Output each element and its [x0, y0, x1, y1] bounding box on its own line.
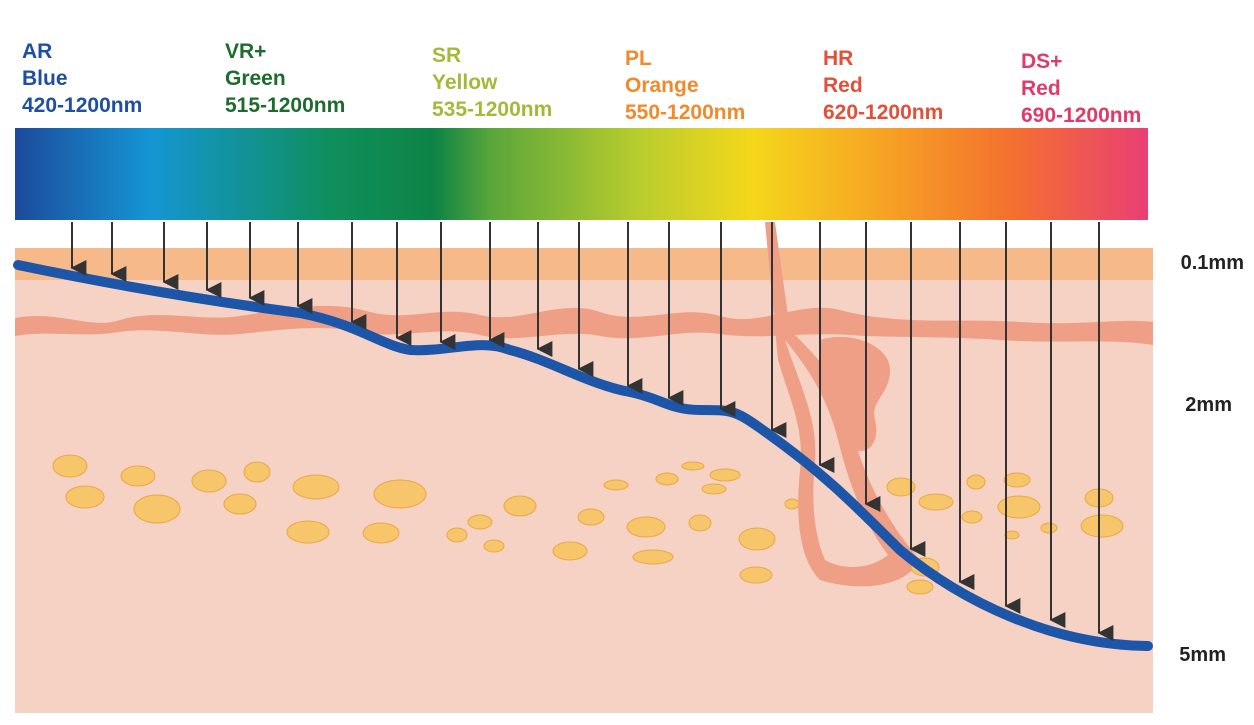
fat-cell [577, 508, 605, 526]
fat-cell [1040, 522, 1058, 534]
filter-color-name: Green [225, 67, 286, 90]
fat-cell [906, 579, 934, 595]
sebaceous-gland [818, 336, 890, 451]
filter-range: 620-1200nm [823, 101, 944, 124]
fat-cell [655, 472, 679, 486]
fat-cell [701, 483, 727, 495]
fat-cell [739, 566, 773, 584]
filter-color-name: Blue [22, 67, 68, 90]
fat-cell [133, 494, 181, 524]
filter-label-pl: PL Orange 550-1200nm [625, 45, 745, 126]
filter-range: 690-1200nm [1021, 104, 1142, 127]
fat-cell [709, 468, 741, 482]
fat-cell [52, 454, 88, 478]
fat-cell [997, 495, 1041, 519]
fat-cell [467, 514, 493, 530]
filter-label-ds-plus: DS+ Red 690-1200nm [1021, 48, 1141, 129]
fat-cell [552, 541, 588, 561]
fat-cell [446, 527, 468, 543]
filter-range: 550-1200nm [625, 101, 746, 124]
fat-cell [626, 516, 666, 538]
filter-code: DS+ [1021, 50, 1063, 73]
fat-cell [1004, 530, 1020, 540]
filter-label-vr-plus: VR+ Green 515-1200nm [225, 38, 345, 119]
filter-code: PL [625, 47, 652, 70]
spectrum-bar [15, 128, 1148, 220]
fat-cell [65, 485, 105, 509]
fat-cell [120, 465, 156, 487]
fat-cell [503, 495, 537, 517]
filter-range: 535-1200nm [432, 98, 553, 121]
fat-cell [223, 493, 257, 515]
filter-color-name: Orange [625, 74, 699, 97]
fat-cell [738, 527, 776, 551]
epidermis-layer [15, 248, 1153, 280]
fat-cell [362, 522, 400, 544]
filter-label-ar: AR Blue 420-1200nm [22, 38, 142, 119]
filter-label-hr: HR Red 620-1200nm [823, 45, 943, 126]
depth-label-2mm: 2mm [1185, 394, 1232, 416]
fat-cell [483, 539, 505, 553]
fat-cell [918, 493, 954, 511]
depth-label-5mm: 5mm [1179, 644, 1226, 666]
filter-range: 420-1200nm [22, 94, 143, 117]
fat-cell [1080, 514, 1124, 538]
fat-cell [784, 498, 800, 510]
depth-label-0-1mm: 0.1mm [1180, 252, 1244, 274]
fat-cell [373, 479, 427, 509]
fat-cell [632, 549, 674, 565]
filter-code: HR [823, 47, 854, 70]
filter-code: SR [432, 44, 462, 67]
fat-cell [681, 461, 705, 471]
penetration-arrows [70, 222, 1114, 641]
fat-cell [286, 520, 330, 544]
fat-cell [603, 479, 629, 491]
filter-color-name: Yellow [432, 71, 498, 94]
filter-code: AR [22, 40, 53, 63]
fat-cell [961, 510, 983, 524]
fat-cell [292, 474, 340, 500]
fat-cell [966, 474, 986, 490]
fat-cell [191, 469, 227, 493]
filter-code: VR+ [225, 40, 267, 63]
filter-range: 515-1200nm [225, 94, 346, 117]
hair-follicle-inner [785, 340, 888, 567]
fat-cell [1003, 472, 1031, 488]
fat-cell [688, 514, 712, 532]
filter-color-name: Red [1021, 77, 1061, 100]
filter-color-name: Red [823, 74, 863, 97]
fat-cell [886, 477, 916, 497]
filter-label-sr: SR Yellow 535-1200nm [432, 42, 552, 123]
fat-cell [243, 461, 271, 483]
